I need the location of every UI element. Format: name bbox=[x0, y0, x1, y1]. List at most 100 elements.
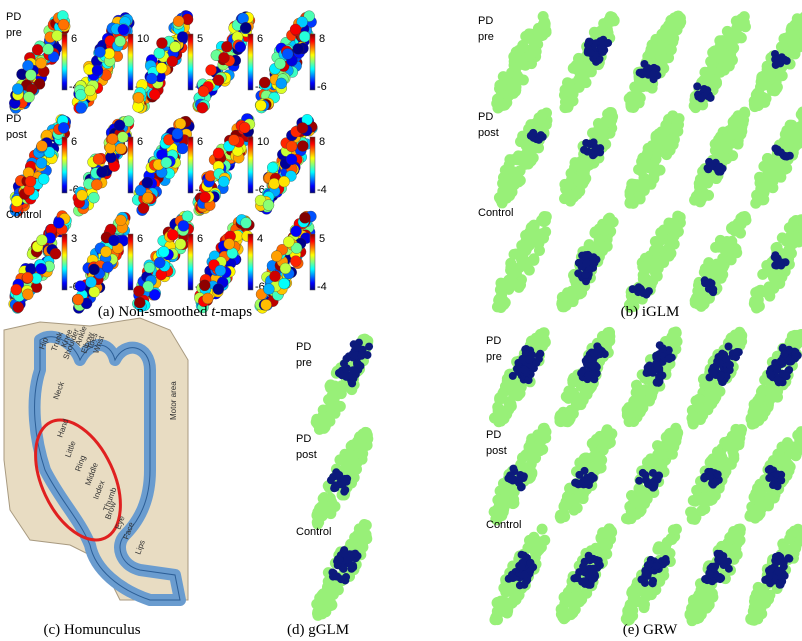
vertex bbox=[206, 65, 217, 76]
vertex bbox=[726, 333, 737, 344]
vertex bbox=[299, 212, 310, 223]
active-vertex bbox=[733, 348, 741, 356]
brain-surface bbox=[492, 211, 552, 313]
active-vertex bbox=[509, 465, 517, 473]
active-vertex bbox=[649, 579, 657, 587]
vertex bbox=[761, 285, 772, 296]
vertex bbox=[667, 233, 678, 244]
vertex bbox=[649, 256, 660, 267]
colorbar bbox=[188, 234, 193, 290]
active-vertex bbox=[342, 355, 350, 363]
active-vertex bbox=[792, 350, 800, 358]
active-vertex bbox=[724, 343, 732, 351]
active-vertex bbox=[357, 352, 365, 360]
vertex bbox=[603, 214, 614, 225]
colorbar-max: 3 bbox=[71, 233, 77, 245]
vertex bbox=[156, 62, 167, 73]
brain-surface bbox=[193, 114, 255, 216]
colorbar bbox=[248, 137, 253, 193]
vertex bbox=[36, 158, 47, 169]
active-vertex bbox=[535, 355, 543, 363]
vertex bbox=[539, 535, 550, 546]
vertex bbox=[117, 132, 128, 143]
vertex bbox=[558, 301, 569, 312]
active-vertex bbox=[767, 371, 775, 379]
vertex bbox=[513, 167, 524, 178]
row-label: Control bbox=[486, 519, 521, 531]
active-vertex bbox=[639, 469, 647, 477]
colorbar bbox=[248, 234, 253, 290]
vertex bbox=[567, 607, 578, 618]
vertex bbox=[696, 505, 707, 516]
active-vertex bbox=[708, 367, 716, 375]
vertex bbox=[496, 99, 507, 110]
active-vertex bbox=[656, 341, 664, 349]
vertex bbox=[313, 604, 324, 615]
vertex bbox=[665, 428, 676, 439]
active-vertex bbox=[652, 354, 660, 362]
active-vertex bbox=[330, 569, 338, 577]
vertex bbox=[228, 135, 239, 146]
vertex bbox=[571, 397, 582, 408]
vertex bbox=[100, 246, 111, 257]
vertex bbox=[261, 299, 272, 310]
vertex bbox=[755, 501, 766, 512]
active-vertex bbox=[584, 148, 592, 156]
vertex bbox=[275, 58, 286, 69]
brain-surface bbox=[690, 211, 752, 312]
vertex bbox=[667, 449, 678, 460]
row-label: post bbox=[6, 129, 27, 141]
vertex bbox=[85, 85, 96, 96]
brain-surface bbox=[621, 423, 683, 525]
vertex bbox=[149, 89, 160, 100]
active-vertex bbox=[643, 572, 651, 580]
vertex bbox=[729, 225, 740, 236]
active-vertex bbox=[518, 483, 526, 491]
vertex bbox=[269, 178, 280, 189]
vertex bbox=[312, 507, 323, 518]
vertex bbox=[722, 440, 733, 451]
active-vertex bbox=[570, 574, 578, 582]
vertex bbox=[507, 269, 518, 280]
vertex bbox=[522, 229, 533, 240]
vertex bbox=[77, 190, 88, 201]
vertex bbox=[556, 413, 567, 424]
brain-surface bbox=[489, 524, 550, 626]
vertex bbox=[605, 16, 616, 27]
caption-part: (a) bbox=[98, 304, 118, 320]
vertex bbox=[22, 272, 33, 283]
active-vertex bbox=[648, 368, 656, 376]
colorbar-min: -6 bbox=[317, 81, 327, 93]
vertex bbox=[782, 437, 793, 448]
brain-surface bbox=[749, 214, 802, 313]
row-label: pre bbox=[6, 27, 22, 39]
vertex bbox=[349, 532, 360, 543]
active-vertex bbox=[341, 486, 349, 494]
vertex bbox=[13, 302, 24, 313]
vertex bbox=[746, 511, 757, 522]
brain-surface bbox=[556, 523, 617, 624]
active-vertex bbox=[585, 38, 593, 46]
vertex bbox=[11, 284, 22, 295]
vertex bbox=[734, 437, 745, 448]
vertex bbox=[673, 18, 684, 29]
active-vertex bbox=[349, 366, 357, 374]
vertex bbox=[323, 592, 334, 603]
brain-surface bbox=[194, 214, 254, 313]
vertex bbox=[351, 464, 362, 475]
brain-surface bbox=[685, 424, 747, 525]
vertex bbox=[513, 45, 524, 56]
vertex bbox=[495, 604, 506, 615]
vertex bbox=[336, 388, 347, 399]
vertex bbox=[263, 284, 274, 295]
colorbar-max: 6 bbox=[137, 233, 143, 245]
vertex bbox=[756, 71, 767, 82]
vertex bbox=[698, 191, 709, 202]
vertex bbox=[665, 45, 676, 56]
vertex bbox=[213, 148, 224, 159]
vertex bbox=[36, 58, 47, 69]
vertex bbox=[175, 118, 186, 129]
vertex bbox=[650, 34, 661, 45]
brain-surface bbox=[559, 107, 618, 207]
vertex bbox=[282, 48, 293, 59]
